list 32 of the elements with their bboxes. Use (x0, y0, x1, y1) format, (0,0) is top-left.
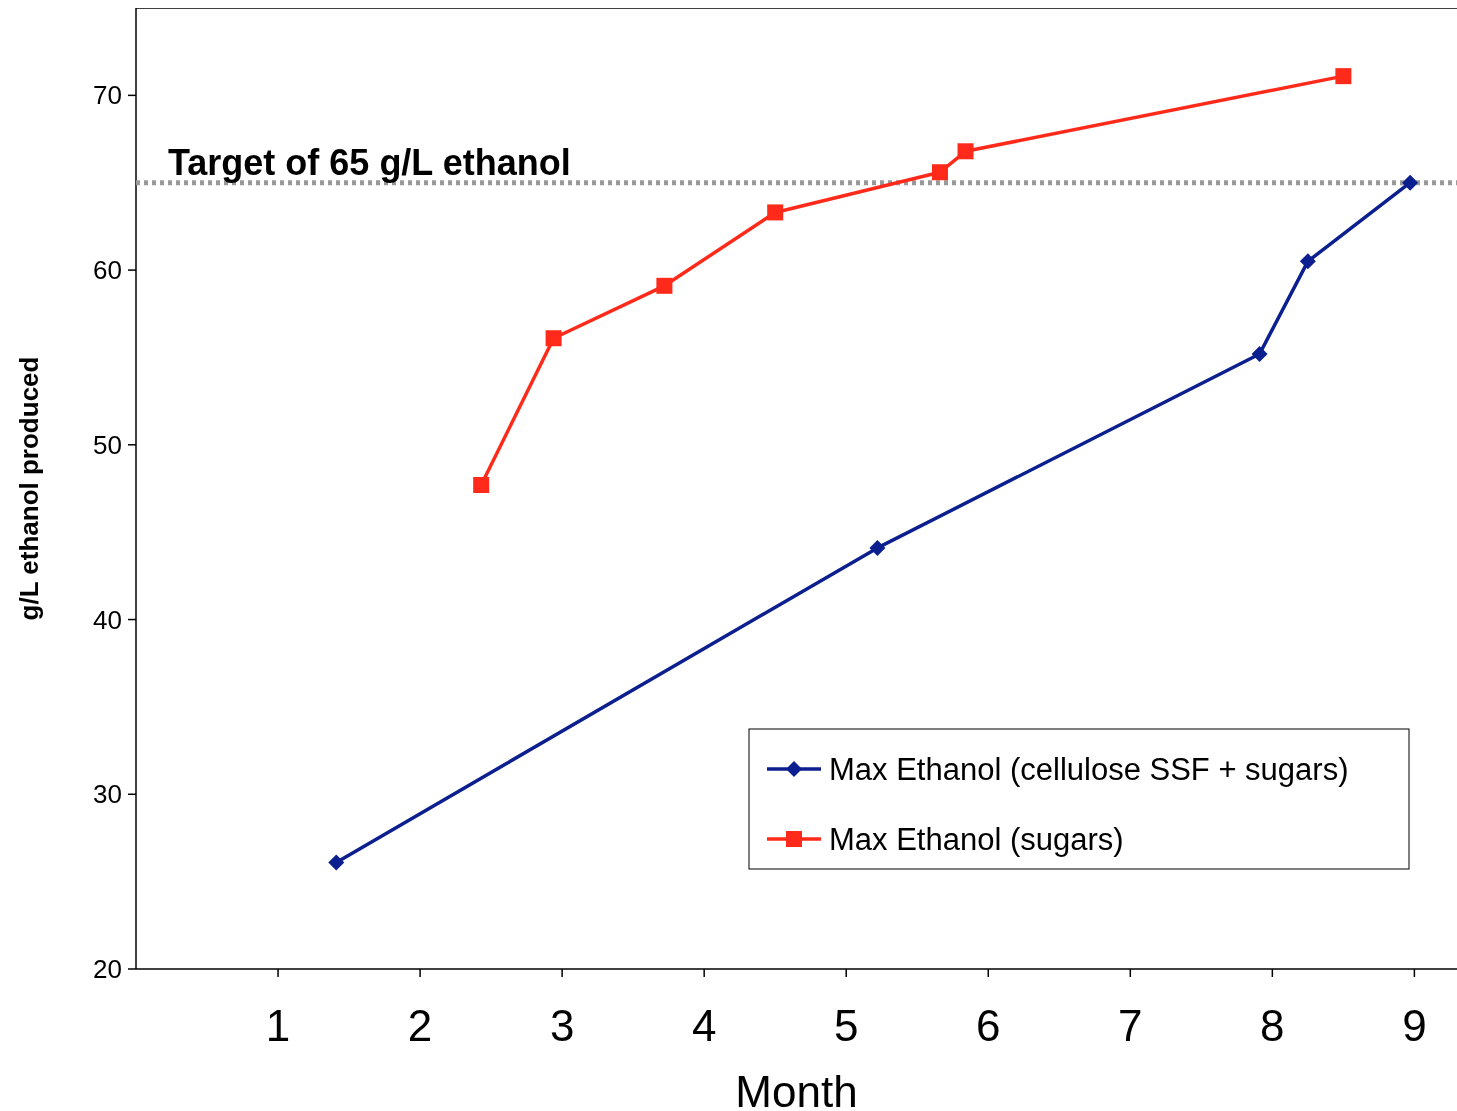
x-tick-label: 2 (407, 1001, 433, 1050)
y-tick-label: 60 (93, 255, 122, 286)
x-tick-label: 3 (549, 1001, 575, 1050)
ref-line-label: Target of 65 g/L ethanol (168, 141, 571, 183)
x-tick-label: 1 (265, 1001, 291, 1050)
point (656, 277, 673, 294)
y-tick-label: 30 (93, 779, 122, 810)
y-tick-label: 40 (93, 604, 122, 635)
point (957, 143, 974, 160)
point (473, 477, 490, 494)
point (545, 330, 562, 347)
x-tick-label: 8 (1260, 1001, 1285, 1050)
point (1335, 68, 1352, 85)
y-tick-label: 70 (93, 80, 122, 111)
point (328, 854, 345, 871)
x-tick-label: 9 (1402, 1001, 1427, 1050)
x-tick-label: 5 (833, 1001, 859, 1050)
legend-label: Max Ethanol (sugars) (829, 821, 1124, 857)
x-axis-title: Month (735, 1067, 858, 1111)
point (931, 164, 948, 181)
point (1299, 253, 1316, 270)
y-tick-label: 50 (93, 429, 122, 460)
point (767, 204, 784, 221)
y-axis-title: g/L ethanol produced (14, 356, 44, 621)
x-tick-label: 6 (976, 1001, 1001, 1050)
point (1402, 174, 1419, 191)
point (869, 539, 886, 556)
x-tick-label: 7 (1118, 1001, 1143, 1050)
x-tick-label: 4 (691, 1001, 717, 1050)
y-tick-label: 20 (93, 954, 122, 985)
legend-label: Max Ethanol (cellulose SSF + sugars) (829, 751, 1349, 787)
point (1251, 345, 1268, 362)
